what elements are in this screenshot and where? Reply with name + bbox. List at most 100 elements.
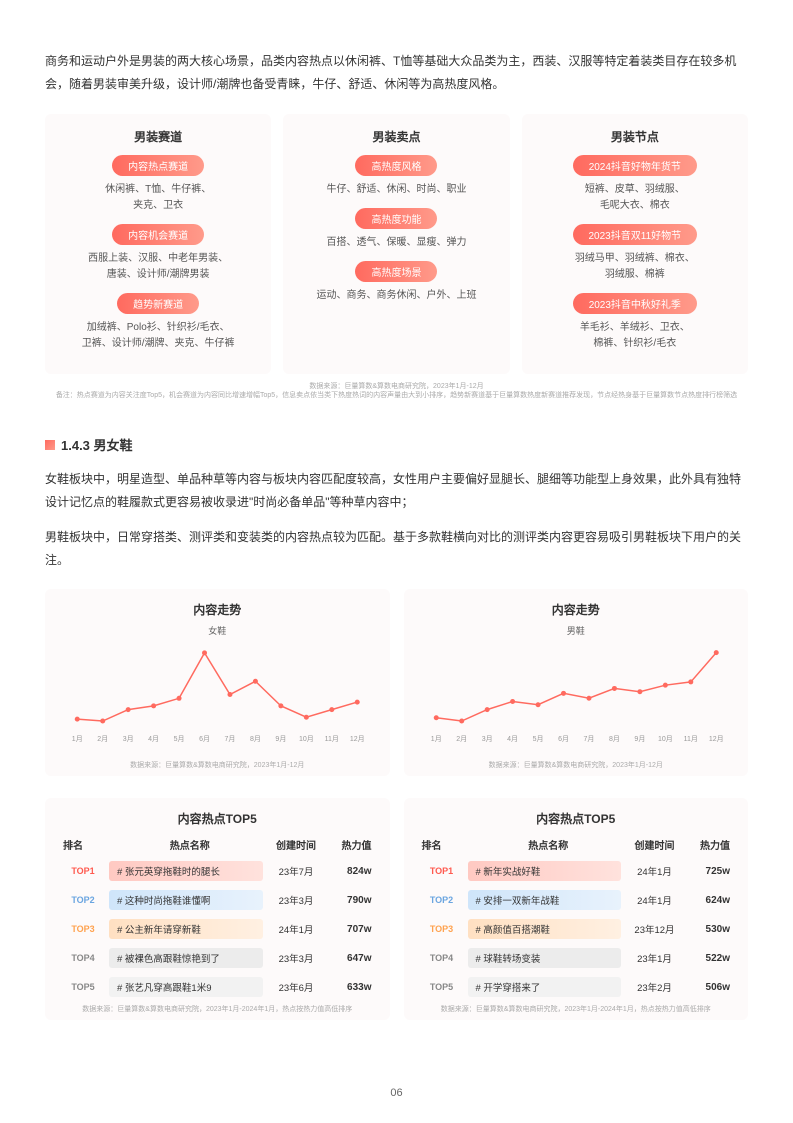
create-time: 24年1月 [269, 922, 324, 936]
heat-value: 522w [682, 953, 730, 964]
heat-value: 647w [324, 953, 372, 964]
rank-badge: TOP4 [422, 952, 462, 964]
pill-text: 羽绒马甲、羽绒裤、棉衣、羽绒服、棉裤 [532, 251, 738, 283]
card-title: 男装节点 [532, 128, 738, 145]
svg-text:6月: 6月 [199, 735, 210, 743]
rank-badge: TOP4 [63, 952, 103, 964]
svg-text:1月: 1月 [72, 735, 83, 743]
pill-label: 2023抖音中秋好礼季 [573, 293, 697, 314]
pill-label: 高热度功能 [355, 208, 437, 229]
svg-text:3月: 3月 [123, 735, 134, 743]
trend-chart-card: 内容走势男鞋1月2月3月4月5月6月7月8月9月10月11月12月数据来源：巨量… [404, 589, 749, 776]
svg-text:8月: 8月 [250, 735, 261, 743]
heat-value: 633w [324, 982, 372, 993]
pill-text: 百搭、透气、保暖、显瘦、弹力 [293, 235, 499, 251]
svg-text:4月: 4月 [507, 735, 518, 743]
svg-text:2月: 2月 [456, 735, 467, 743]
heat-value: 624w [682, 895, 730, 906]
chart-subtitle: 男鞋 [418, 624, 735, 637]
table-row: TOP1 # 新年实战好鞋 24年1月725w [418, 858, 735, 884]
card-title: 男装赛道 [55, 128, 261, 145]
source-note-1: 数据来源：巨量算数&算数电商研究院，2023年1月-12月 备注：热点赛道为内容… [45, 382, 748, 402]
intro-text: 商务和运动户外是男装的两大核心场景，品类内容热点以休闲裤、T恤等基础大众品类为主… [45, 50, 748, 96]
table-row: TOP3# 公主新年请穿新鞋24年1月707w [59, 916, 376, 942]
pill-label: 高热度风格 [355, 155, 437, 176]
table-row: TOP2# 安排一双新年战鞋24年1月624w [418, 887, 735, 913]
table-source: 数据来源：巨量算数&算数电商研究院，2023年1月-2024年1月，热点按热力值… [418, 1004, 735, 1014]
topic-name: # 安排一双新年战鞋 [468, 890, 622, 910]
table-row: TOP5 # 张艺凡穿高跟鞋1米9 23年6月633w [59, 974, 376, 1000]
svg-text:10月: 10月 [657, 735, 672, 743]
pill-text: 加绒裤、Polo衫、针织衫/毛衣、卫裤、设计师/潮牌、夹克、牛仔裤 [55, 320, 261, 352]
pill-text: 休闲裤、T恤、牛仔裤、夹克、卫衣 [55, 182, 261, 214]
table-row: TOP4# 被裸色高跟鞋惊艳到了23年3月647w [59, 945, 376, 971]
rank-badge: TOP1 [422, 865, 462, 877]
create-time: 24年1月 [627, 864, 682, 878]
section-header: 1.4.3 男女鞋 [45, 435, 748, 454]
info-card: 男装卖点高热度风格牛仔、舒适、休闲、时尚、职业高热度功能百搭、透气、保暖、显瘦、… [283, 114, 509, 374]
table-row: TOP3# 高颜值百搭潮鞋23年12月530w [418, 916, 735, 942]
svg-text:2月: 2月 [97, 735, 108, 743]
create-time: 23年2月 [627, 980, 682, 994]
topic-name: # 球鞋转场变装 [468, 948, 622, 968]
topic-name: # 新年实战好鞋 [468, 861, 622, 881]
top5-card: 内容热点TOP5 排名热点名称创建时间热力值 TOP1 # 张元英穿拖鞋时的腿长 23年… [45, 798, 390, 1020]
create-time: 23年12月 [627, 922, 682, 936]
table-header: 排名热点名称创建时间热力值 [59, 837, 376, 858]
trend-chart-card: 内容走势女鞋1月2月3月4月5月6月7月8月9月10月11月12月数据来源：巨量… [45, 589, 390, 776]
table-row: TOP5# 开学穿搭来了23年2月506w [418, 974, 735, 1000]
table-row: TOP4# 球鞋转场变装23年1月522w [418, 945, 735, 971]
info-card: 男装赛道内容热点赛道休闲裤、T恤、牛仔裤、夹克、卫衣内容机会赛道西服上装、汉服、… [45, 114, 271, 374]
pill-label: 内容机会赛道 [112, 224, 204, 245]
paragraph-1: 女鞋板块中，明星造型、单品种草等内容与板块内容匹配度较高，女性用户主要偏好显腿长… [45, 468, 748, 514]
table-header: 排名热点名称创建时间热力值 [418, 837, 735, 858]
svg-text:5月: 5月 [174, 735, 185, 743]
create-time: 23年3月 [269, 893, 324, 907]
chart-source: 数据来源：巨量算数&算数电商研究院，2023年1月-12月 [418, 760, 735, 770]
pill-text: 牛仔、舒适、休闲、时尚、职业 [293, 182, 499, 198]
section-title: 1.4.3 男女鞋 [61, 435, 133, 454]
pill-label: 高热度场景 [355, 261, 437, 282]
svg-text:12月: 12月 [708, 735, 723, 743]
pill-label: 2023抖音双11好物节 [573, 224, 698, 245]
create-time: 23年3月 [269, 951, 324, 965]
svg-text:9月: 9月 [634, 735, 645, 743]
section-marker-icon [45, 440, 55, 450]
svg-text:6月: 6月 [558, 735, 569, 743]
heat-value: 725w [682, 866, 730, 877]
rank-badge: TOP2 [63, 894, 103, 906]
card-title: 男装卖点 [293, 128, 499, 145]
create-time: 24年1月 [627, 893, 682, 907]
pill-text: 羊毛衫、羊绒衫、卫衣、棉裤、针织衫/毛衣 [532, 320, 738, 352]
svg-text:7月: 7月 [583, 735, 594, 743]
top5-title: 内容热点TOP5 [59, 810, 376, 827]
heat-value: 790w [324, 895, 372, 906]
chart-title: 内容走势 [418, 601, 735, 618]
svg-text:11月: 11月 [325, 735, 339, 743]
chart-row: 内容走势女鞋 1月 2月 3月 4月 5月 6月 7月 8月 9月 10月 11月 12月数据来源：巨量… [45, 589, 748, 776]
top5-title: 内容热点TOP5 [418, 810, 735, 827]
svg-text:5月: 5月 [532, 735, 543, 743]
table-row: TOP2 # 这种时尚拖鞋谁懂啊 23年3月790w [59, 887, 376, 913]
table-source: 数据来源：巨量算数&算数电商研究院，2023年1月-2024年1月，热点按热力值… [59, 1004, 376, 1014]
line-chart: 1月2月3月4月5月6月7月8月9月10月11月12月 [59, 641, 376, 751]
top5-row: 内容热点TOP5 排名热点名称创建时间热力值 TOP1 # 张元英穿拖鞋时的腿长 23年… [45, 798, 748, 1020]
rank-badge: TOP1 [63, 865, 103, 877]
topic-name: # 这种时尚拖鞋谁懂啊 [109, 890, 263, 910]
svg-text:12月: 12月 [350, 735, 365, 743]
page-number: 06 [0, 1087, 793, 1099]
svg-text:11月: 11月 [683, 735, 697, 743]
svg-text:7月: 7月 [225, 735, 236, 743]
svg-text:1月: 1月 [430, 735, 441, 743]
topic-name: # 张艺凡穿高跟鞋1米9 [109, 977, 263, 997]
svg-text:8月: 8月 [608, 735, 619, 743]
chart-title: 内容走势 [59, 601, 376, 618]
rank-badge: TOP5 [63, 981, 103, 993]
pill-label: 内容热点赛道 [112, 155, 204, 176]
pill-text: 短裤、皮草、羽绒服、毛呢大衣、棉衣 [532, 182, 738, 214]
create-time: 23年6月 [269, 980, 324, 994]
top5-card: 内容热点TOP5排名热点名称创建时间热力值TOP1# 新年实战好鞋24年1月72… [404, 798, 749, 1020]
topic-name: # 张元英穿拖鞋时的腿长 [109, 861, 263, 881]
topic-name: # 公主新年请穿新鞋 [109, 919, 263, 939]
chart-subtitle: 女鞋 [59, 624, 376, 637]
